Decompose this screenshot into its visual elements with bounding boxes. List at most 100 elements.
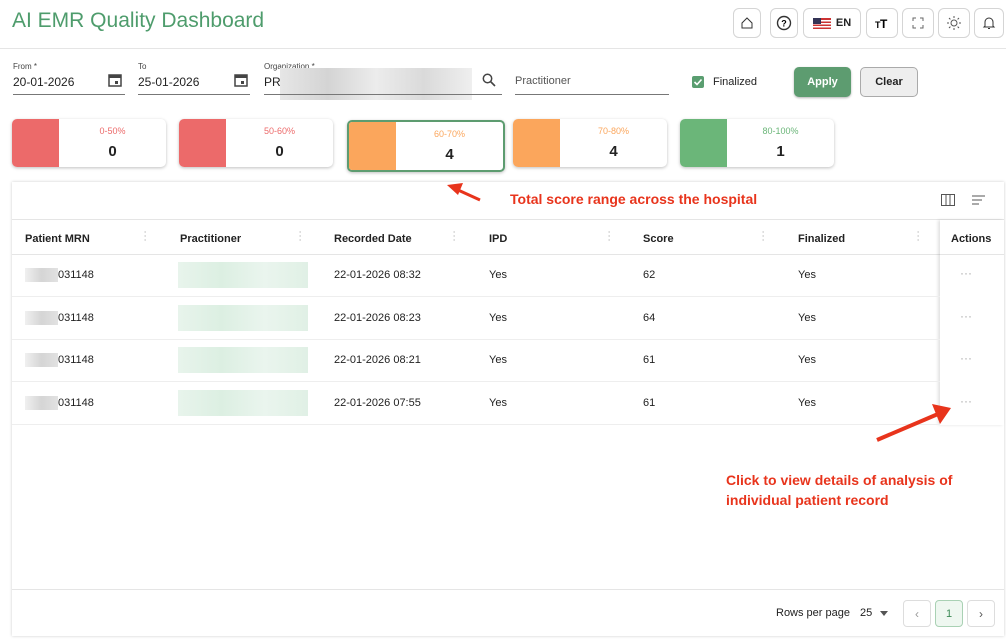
score-card[interactable]: 80-100% 1 (680, 119, 834, 167)
score-color (513, 119, 560, 167)
cell-finalized: Yes (798, 397, 816, 410)
dropdown-arrow[interactable] (880, 611, 888, 616)
row-actions[interactable]: ··· (960, 308, 972, 323)
search-icon[interactable] (482, 73, 496, 87)
calendar-icon[interactable] (108, 73, 122, 87)
from-input[interactable]: 20-01-2026 (13, 75, 75, 89)
app-title: AI EMR Quality Dashboard (12, 9, 265, 32)
prev-page[interactable]: ‹ (903, 600, 931, 627)
calendar-icon[interactable] (234, 73, 248, 87)
annotation: Total score range across the hospital (510, 191, 758, 207)
row-actions[interactable]: ··· (960, 394, 972, 409)
redacted-practitioner (178, 347, 308, 374)
practitioner-input[interactable]: Practitioner (515, 75, 571, 87)
svg-text:T: T (880, 17, 888, 29)
cell-score: 64 (643, 311, 656, 324)
row-border (12, 338, 940, 340)
score-card[interactable]: 60-70% 4 (347, 120, 505, 172)
cell-recorded-date: 22-01-2026 08:23 (334, 311, 421, 324)
clear-button[interactable]: Clear (860, 67, 918, 97)
cell-ipd: Yes (489, 354, 507, 367)
finalized-checkbox[interactable] (692, 76, 704, 88)
footer-border (12, 589, 1004, 590)
header-divider (0, 48, 1006, 49)
table-panel (12, 182, 1004, 636)
cell-score: 62 (643, 269, 656, 281)
language-button[interactable]: EN (803, 8, 861, 38)
from-label: From * (13, 62, 37, 71)
theme-button[interactable] (938, 8, 970, 38)
next-page[interactable]: › (967, 600, 995, 627)
notifications-button[interactable] (974, 8, 1004, 38)
help-button[interactable]: ? (770, 8, 798, 38)
score-card[interactable]: 70-80% 4 (513, 119, 667, 167)
redacted-mrn (25, 353, 58, 368)
annotation: Click to view details of analysis of ind… (726, 472, 953, 508)
score-color (680, 119, 727, 167)
column-menu: ··· (912, 230, 926, 242)
score-count: 4 (445, 146, 454, 163)
cell-mrn: 031148 (58, 354, 94, 367)
svg-text:?: ? (781, 19, 787, 29)
redacted-mrn (25, 310, 58, 325)
score-range: 80-100% (762, 126, 799, 136)
cell-mrn: 031148 (58, 311, 94, 324)
column-header: Practitioner (180, 233, 242, 245)
redacted-practitioner (178, 262, 308, 288)
column-menu: ··· (757, 230, 771, 242)
score-color (179, 119, 226, 167)
columns-button[interactable] (941, 194, 955, 206)
organization-underline (264, 94, 502, 95)
rows-per-page-select[interactable]: 25 (860, 607, 873, 619)
cell-recorded-date: 22-01-2026 07:55 (334, 397, 421, 410)
cell-ipd: Yes (489, 311, 507, 324)
cell-finalized: Yes (798, 269, 816, 281)
from-underline (13, 94, 125, 95)
rows-per-page-label: Rows per page (776, 607, 850, 619)
density-button[interactable] (972, 195, 985, 205)
cell-recorded-date: 22-01-2026 08:21 (334, 354, 421, 367)
cell-recorded-date: 22-01-2026 08:32 (334, 269, 421, 281)
column-header: Recorded Date (334, 233, 412, 245)
cell-score: 61 (643, 397, 656, 410)
column-menu: ··· (139, 230, 153, 242)
redacted-mrn (25, 396, 58, 411)
apply-button[interactable]: Apply (794, 67, 851, 97)
score-range: 70-80% (597, 126, 630, 136)
cell-mrn: 031148 (58, 397, 94, 410)
score-range: 0-50% (99, 126, 126, 136)
score-count: 4 (609, 143, 618, 160)
score-count: 1 (776, 143, 785, 160)
fullscreen-button[interactable] (902, 8, 934, 38)
redacted-practitioner (178, 304, 308, 331)
redacted-organization (280, 68, 472, 100)
row-border (12, 296, 940, 297)
cell-score: 61 (643, 354, 656, 367)
row-actions[interactable]: ··· (960, 351, 972, 366)
home-button[interactable] (733, 8, 761, 38)
cell-ipd: Yes (489, 269, 507, 281)
finalized-label: Finalized (713, 76, 758, 88)
cell-ipd: Yes (489, 397, 507, 410)
column-menu: ··· (603, 230, 617, 242)
svg-text:T: T (875, 20, 881, 29)
column-header: IPD (489, 233, 508, 245)
header-top-border (12, 219, 1004, 220)
score-color (12, 119, 59, 167)
column-header: Patient MRN (25, 233, 90, 245)
score-color (349, 122, 396, 170)
to-input[interactable]: 25-01-2026 (138, 75, 200, 89)
score-range: 60-70% (433, 129, 466, 139)
actions-column (940, 220, 1004, 425)
column-menu: ··· (294, 230, 308, 242)
to-underline (138, 94, 250, 95)
organization-input[interactable]: PR (264, 75, 281, 89)
to-label: To (138, 62, 147, 71)
current-page[interactable]: 1 (935, 600, 963, 627)
cell-finalized: Yes (798, 311, 816, 324)
score-card[interactable]: 50-60% 0 (179, 119, 333, 167)
score-card[interactable]: 0-50% 0 (12, 119, 166, 167)
row-actions[interactable]: ··· (960, 266, 972, 280)
